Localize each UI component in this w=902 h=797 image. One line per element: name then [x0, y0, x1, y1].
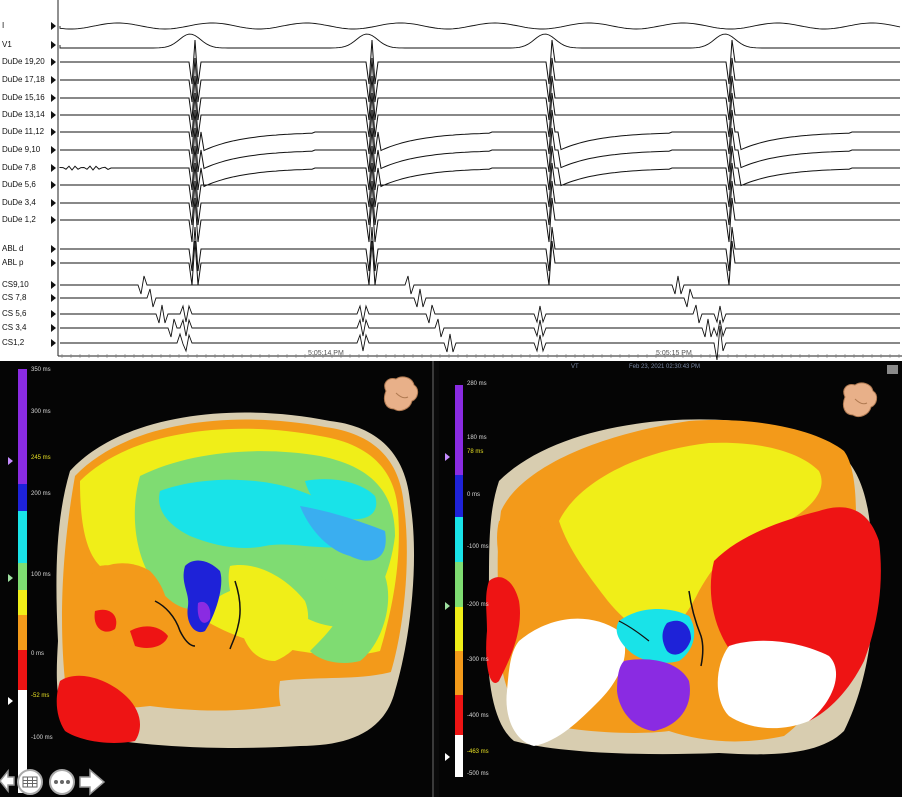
channel-marker-icon[interactable]: [51, 94, 56, 102]
electrogram-trace: [60, 226, 900, 272]
scale-tick-label: 180 ms: [467, 435, 487, 441]
scale-tick-label: 280 ms: [467, 381, 487, 387]
scale-tick-label: -100 ms: [467, 544, 489, 550]
electrogram-trace: [60, 197, 900, 243]
electrogram-trace: [60, 325, 900, 360]
channel-marker-icon[interactable]: [51, 310, 56, 318]
electrogram-trace: [60, 109, 900, 155]
left-heart-surface[interactable]: [56, 412, 415, 748]
scale-tick-label: -52 ms: [31, 693, 50, 699]
right-3d-map[interactable]: [439, 361, 902, 797]
channel-label: DuDe 9,10: [2, 145, 41, 154]
electrogram-trace: [60, 180, 900, 226]
channel-marker-icon[interactable]: [51, 181, 56, 189]
channel-marker-icon[interactable]: [51, 58, 56, 66]
electrogram-panel: I V1 DuDe 19,20 DuDe 17,18 DuDe 15,16 DuDe 13…: [0, 0, 902, 360]
channel-label: CS 7,8: [2, 293, 27, 302]
right-heart-surface[interactable]: [486, 419, 881, 755]
channel-label: CS 3,4: [2, 323, 27, 332]
map-date: Feb 23, 2021 02:30:43 PM: [629, 364, 701, 370]
electrogram-trace: [60, 275, 900, 295]
channel-label: DuDe 17,18: [2, 75, 45, 84]
channel-label: DuDe 19,20: [2, 57, 45, 66]
channel-marker-icon[interactable]: [51, 199, 56, 207]
timestamp-label: 5:05:14 PM: [308, 350, 344, 357]
heart-orientation-icon[interactable]: [383, 376, 419, 412]
scale-tick-label: 200 ms: [31, 491, 51, 497]
electrogram-trace: [59, 22, 901, 30]
scale-tick-label: -463 ms: [467, 749, 489, 755]
scale-tick-label: 78 ms: [467, 449, 484, 455]
scale-tick-label: -500 ms: [467, 771, 489, 777]
grid-icon[interactable]: [17, 769, 43, 795]
left-activation-map-panel[interactable]: 350 ms 300 ms 245 ms 200 ms 100 ms 0 ms -52 ms…: [0, 361, 434, 797]
electrogram-trace: [60, 75, 900, 121]
back-icon[interactable]: [0, 768, 15, 794]
channel-label: DuDe 7,8: [2, 163, 36, 172]
electrogram-trace: [59, 33, 900, 49]
forward-icon[interactable]: [79, 768, 106, 796]
channel-marker-icon[interactable]: [51, 259, 56, 267]
channel-label: ABL d: [2, 244, 24, 253]
scale-tick-label: 300 ms: [31, 409, 51, 415]
right-activation-map-panel[interactable]: VT Feb 23, 2021 02:30:43 PM: [439, 361, 902, 797]
scale-tick-label: 350 ms: [31, 367, 51, 373]
channel-label: DuDe 15,16: [2, 93, 45, 102]
channel-marker-icon[interactable]: [51, 245, 56, 253]
electrogram-trace: [60, 57, 900, 103]
channel-label: DuDe 13,14: [2, 110, 45, 119]
channel-label: V1: [2, 40, 12, 49]
electrogram-trace: [60, 92, 900, 138]
electrogram-trace: [60, 127, 900, 173]
window-control-icon[interactable]: [887, 365, 898, 374]
electrogram-trace: [59, 145, 900, 191]
electrogram-trace: [60, 39, 900, 85]
heart-orientation-icon[interactable]: [842, 382, 878, 418]
left-color-scale: [8, 369, 27, 793]
scale-tick-label: -400 ms: [467, 713, 489, 719]
channel-label: I: [2, 21, 5, 30]
channel-marker-icon[interactable]: [51, 111, 56, 119]
channel-marker-icon[interactable]: [51, 164, 56, 172]
channel-marker-icon[interactable]: [51, 339, 56, 347]
scale-tick-label: -100 ms: [31, 735, 53, 741]
electrogram-trace: [60, 240, 900, 286]
channel-marker-icon[interactable]: [51, 41, 56, 49]
scale-tick-label: -300 ms: [467, 657, 489, 663]
channel-marker-icon[interactable]: [51, 281, 56, 289]
channel-label: ABL p: [2, 258, 24, 267]
channel-label: DuDe 11,12: [2, 127, 45, 136]
channel-marker-icon[interactable]: [51, 128, 56, 136]
timestamp-label: 5:05:15 PM: [656, 350, 692, 357]
electrogram-traces: [57, 0, 902, 360]
left-3d-map[interactable]: [0, 361, 432, 797]
channel-label: DuDe 5,6: [2, 180, 36, 189]
channel-label: CS1,2: [2, 338, 25, 347]
electrogram-trace: [60, 288, 900, 308]
slide-navigation: [0, 765, 120, 797]
channel-marker-icon[interactable]: [51, 324, 56, 332]
scale-tick-label: 245 ms: [31, 455, 51, 461]
channel-marker-icon[interactable]: [51, 294, 56, 302]
scale-tick-label: 0 ms: [31, 651, 45, 657]
channel-marker-icon[interactable]: [51, 216, 56, 224]
channel-label: CS 5,6: [2, 309, 27, 318]
right-color-scale: [445, 385, 463, 777]
activation-map-area: 350 ms 300 ms 245 ms 200 ms 100 ms 0 ms -52 ms…: [0, 361, 902, 797]
scale-tick-label: -200 ms: [467, 602, 489, 608]
channel-label: DuDe 1,2: [2, 215, 36, 224]
scale-tick-label: 0 ms: [467, 492, 481, 498]
map-title: VT: [571, 364, 579, 370]
channel-marker-icon[interactable]: [51, 146, 56, 154]
electrogram-trace: [60, 318, 900, 338]
channel-marker-icon[interactable]: [51, 76, 56, 84]
electrogram-trace: [60, 162, 900, 208]
channel-label: DuDe 3,4: [2, 198, 36, 207]
channel-marker-icon[interactable]: [51, 22, 56, 30]
channel-label: CS9,10: [2, 280, 29, 289]
scale-tick-label: 100 ms: [31, 572, 51, 578]
electrogram-trace: [60, 304, 900, 324]
more-icon[interactable]: [49, 769, 75, 795]
